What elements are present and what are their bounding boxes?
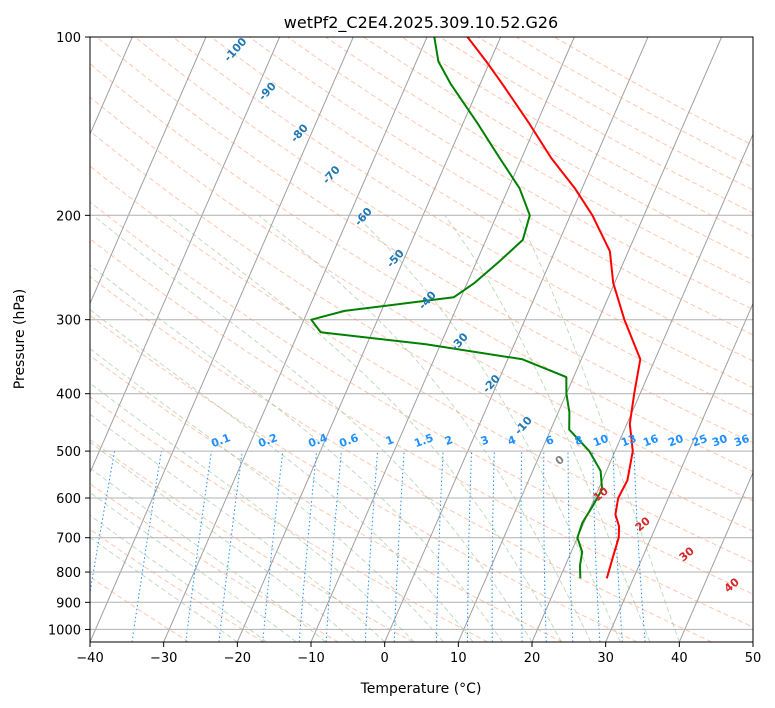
moist-adiabat [168,214,562,642]
mixing-ratio-label: 13 [619,432,638,449]
isotherm-line [236,37,502,642]
moist-adiabat [90,467,327,642]
dry-adiabat [134,37,753,416]
x-tick-label: −30 [150,651,177,666]
dry-adiabat [90,96,753,502]
dry-adiabat [90,275,712,642]
dry-adiabat [325,37,753,286]
y-tick-label: 400 [56,388,81,403]
mixing-ratio-line [298,451,318,642]
mixing-ratio-line [262,451,284,642]
x-axis: −40 −30 −20 −10 0 10 20 30 40 50 [76,642,761,666]
y-tick-label: 1000 [48,623,81,638]
moist-adiabat [444,215,651,642]
y-tick-label: 700 [56,532,81,547]
moist-adiabat [90,264,503,642]
dry-adiabat [90,314,638,642]
mixing-ratio-label: 1.5 [412,431,435,450]
moist-adiabat [258,214,592,642]
series-layer [310,37,642,579]
isotherm-line [90,37,281,474]
mixing-ratio-label: 0.2 [256,431,279,450]
mixing-ratio-label: 0.6 [337,431,360,450]
dry-adiabat [210,37,753,362]
mixing-ratio-label: 36 [732,432,751,450]
mixing-ratio-label: 6 [544,433,556,448]
mixing-ratio-label: 10 [591,432,610,450]
mixing-ratio-line [185,451,212,642]
moist-adiabat [90,491,297,642]
dry-adiabat [90,483,339,642]
chart-title: wetPf2_C2E4.2025.309.10.52.G26 [284,13,558,33]
x-tick-label: −10 [297,651,324,666]
y-tick-label: 200 [56,209,81,224]
mixing-ratio-line [131,451,162,642]
y-tick-label: 500 [56,445,81,460]
mixing-ratio-label: 30 [710,432,729,450]
dry-adiabat [90,165,753,563]
mixing-ratio-label: 16 [641,432,660,450]
x-tick-label: 10 [450,651,467,666]
moist-adiabat [90,309,474,642]
dewpoint-line [310,37,604,579]
mixing-ratio-label: 20 [666,432,685,450]
x-tick-label: 40 [671,651,688,666]
temperature-line [466,37,642,579]
moist-adiabat [92,214,533,642]
y-tick-label: 100 [56,31,81,46]
mixing-ratio-label: 3 [479,433,491,448]
y-tick-label: 600 [56,492,81,507]
pressure-grid [90,37,753,630]
moist-adiabat [517,215,680,642]
plot-background [90,37,753,642]
moist-adiabat [90,382,415,642]
background-lines [0,37,753,642]
dry-adiabat [172,37,753,389]
dry-adiabat [90,355,563,642]
x-tick-label: 50 [745,651,762,666]
plot-frame [89,36,754,643]
isotherm-line [605,302,753,642]
x-tick-label: −20 [224,651,251,666]
isotherm-line [0,37,59,642]
mixing-ratio-label: 1 [384,433,396,448]
x-tick-label: 30 [597,651,614,666]
dry-adiabat [96,37,753,444]
mixing-ratio-label: 4 [506,433,518,448]
isotherm-line [384,37,649,642]
dry-adiabat [90,396,488,642]
dry-adiabat [90,238,753,628]
moist-adiabat [90,536,238,642]
isotherm-line [678,471,753,642]
moist-adiabat [90,348,444,642]
moist-adiabat [90,441,356,642]
mixing-ratio-label: 8 [573,433,585,448]
mixing-ratio-label: 2 [443,433,455,448]
x-tick-label: 0 [381,651,389,666]
isotherm-line [90,37,354,642]
mixing-ratio-label: 0.1 [209,431,232,450]
y-tick-label: 800 [56,566,81,581]
isotherm-line [531,132,753,642]
mixing-ratio-label: 0.4 [306,431,329,450]
isotherm-line [752,640,753,642]
moist-adiabat [355,214,621,642]
dry-adiabat [90,201,753,595]
mixing-ratio-line [325,451,342,642]
x-axis-label: Temperature (°C) [360,681,482,697]
isotherm-line [457,37,723,642]
y-tick-label: 300 [56,314,81,329]
y-axis: 100 200 300 400 500 600 700 800 900 1000 [48,31,90,638]
mixing-ratio-line [218,451,243,642]
y-axis-label: Pressure (hPa) [12,289,28,389]
y-tick-label: 900 [56,596,81,611]
mixing-ratio-label: 25 [690,432,709,449]
x-tick-label: −40 [76,651,103,666]
x-tick-label: 20 [524,651,541,666]
dry-adiabat [90,130,753,532]
isotherm-line [310,37,575,642]
isotherm-line [90,37,207,305]
isotherm-line [163,37,428,642]
